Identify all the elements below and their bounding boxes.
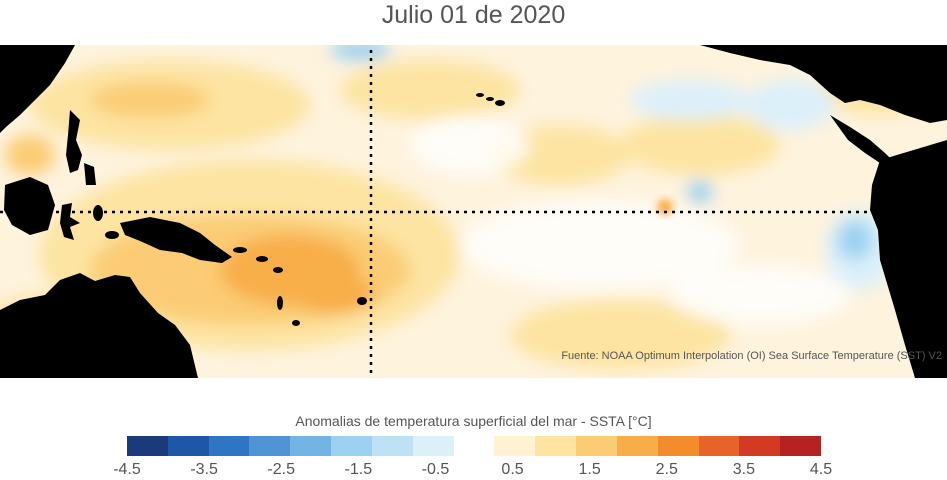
colorbar-swatch <box>616 436 658 456</box>
colorbar-swatch <box>290 436 332 456</box>
colorbar-swatch <box>331 436 372 456</box>
island <box>292 320 300 326</box>
cool-anomaly-region <box>630 80 750 120</box>
colorbar-tick-label: -2.5 <box>267 461 295 478</box>
cool-anomaly-region <box>688 180 712 204</box>
island <box>891 97 919 103</box>
philippines-landmass <box>84 163 96 185</box>
warm-anomaly-region <box>5 135 55 175</box>
borneo-landmass <box>4 177 55 235</box>
warm-anomaly-region <box>510 300 730 370</box>
neutral-anomaly-region <box>410 115 530 175</box>
colorbar-swatch <box>127 436 168 456</box>
colorbar-tick-label: 1.5 <box>578 461 601 478</box>
map-title: Julio 01 de 2020 <box>381 1 566 29</box>
philippines-landmass <box>66 110 82 173</box>
colorbar-swatch <box>249 436 291 456</box>
colorbar-swatch <box>657 436 699 456</box>
colorbar-swatch <box>371 436 413 456</box>
colorbar-tick-label: -1.5 <box>344 461 373 478</box>
colorbar-swatch <box>698 436 740 456</box>
north-america-landmass <box>700 45 947 123</box>
cool-anomaly-region <box>837 220 873 260</box>
island <box>495 100 505 106</box>
colorbar-tick-label: 2.5 <box>655 461 678 478</box>
colorbar-title: Anomalias de temperatura superficial del… <box>295 413 652 429</box>
island <box>277 296 283 310</box>
colorbar-tick-label: -3.5 <box>190 461 218 478</box>
warm-anomaly-spot <box>657 199 673 215</box>
data-source-caption: Fuente: NOAA Optimum Interpolation (OI) … <box>561 350 942 362</box>
colorbar-swatch <box>412 436 454 456</box>
warm-anomaly-region <box>620 115 780 175</box>
colorbar-tick-label: 4.5 <box>809 461 833 478</box>
island <box>256 256 268 262</box>
colorbar-tick-label: 0.5 <box>501 461 524 478</box>
ssta-map <box>0 45 947 378</box>
island <box>233 247 247 253</box>
colorbar-swatch <box>780 436 822 456</box>
colorbar-swatch <box>453 436 495 456</box>
central-america-landmass <box>830 115 895 163</box>
warm-anomaly-region <box>295 275 375 315</box>
colorbar-swatch <box>739 436 781 456</box>
new-guinea-landmass <box>120 217 232 263</box>
reference-lines <box>0 50 947 378</box>
asia-landmass <box>0 45 75 133</box>
island <box>476 93 484 97</box>
colorbar-swatch <box>208 436 250 456</box>
island <box>105 231 119 239</box>
colorbar-tick-label: 3.5 <box>732 461 755 478</box>
colorbar-tick-label: -4.5 <box>113 461 141 478</box>
island <box>357 297 367 305</box>
colorbar-tick-label: -0.5 <box>421 461 450 478</box>
landmasses <box>0 45 947 378</box>
island <box>273 267 283 273</box>
australia-landmass <box>0 273 198 378</box>
colorbar-swatch <box>576 436 617 456</box>
south-america-landmass <box>870 140 947 378</box>
island <box>922 104 938 110</box>
cool-anomaly-region <box>330 45 390 60</box>
neutral-anomaly-region <box>670 265 850 325</box>
colorbar <box>127 436 822 456</box>
colorbar-swatch <box>167 436 209 456</box>
colorbar-swatch <box>535 436 577 456</box>
colorbar-swatch <box>494 436 536 456</box>
neutral-anomaly-region <box>460 200 740 290</box>
warm-anomaly-region <box>340 60 520 120</box>
island <box>486 97 494 101</box>
cool-anomaly-region <box>745 80 835 130</box>
warm-anomaly-region <box>90 82 210 118</box>
